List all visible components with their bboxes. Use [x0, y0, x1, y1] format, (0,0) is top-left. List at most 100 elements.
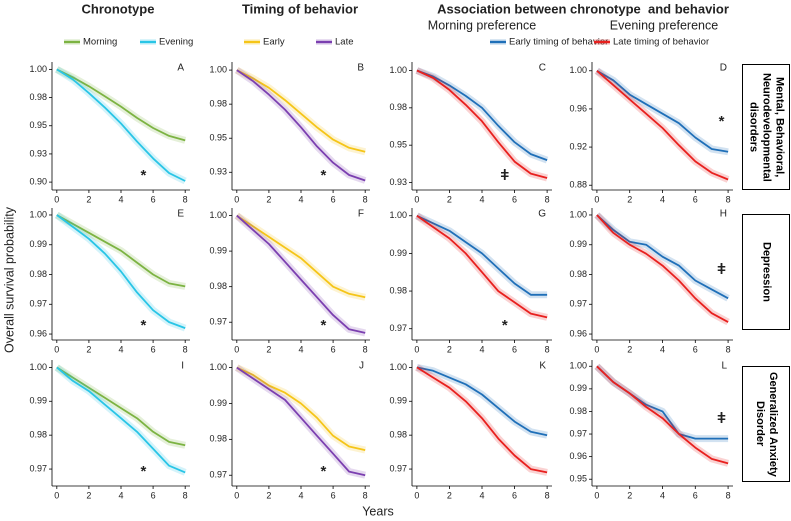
- y-tick-label: 0.98: [209, 434, 227, 444]
- survival-line: [416, 215, 548, 319]
- y-tick-label: 0.88: [569, 180, 587, 190]
- x-tick-label: 2: [627, 344, 632, 354]
- line-halo: [234, 364, 366, 479]
- survival-line: [236, 69, 366, 182]
- subtitle: Morning preference: [428, 18, 536, 32]
- x-tick-label: 0: [234, 490, 239, 500]
- y-tick-label: 0.99: [29, 239, 47, 249]
- x-tick-label: 0: [234, 194, 239, 204]
- survival-line: [236, 214, 366, 334]
- survival-line: [596, 70, 729, 153]
- y-tick-label: 0.97: [389, 323, 407, 333]
- significance-mark: *: [719, 113, 725, 130]
- y-tick-label: 0.98: [569, 269, 587, 279]
- x-tick-label: 6: [693, 344, 698, 354]
- x-tick-label: 8: [183, 490, 188, 500]
- panel-letter: I: [181, 361, 184, 372]
- x-tick-label: 2: [266, 194, 271, 204]
- x-tick-label: 6: [512, 490, 517, 500]
- panel-letter: E: [177, 209, 184, 220]
- column-title: Timing of behavior: [242, 1, 358, 16]
- x-tick-label: 4: [660, 194, 665, 204]
- x-tick-label: 8: [545, 344, 550, 354]
- significance-mark: ǂ: [500, 167, 509, 184]
- x-tick-label: 8: [183, 194, 188, 204]
- y-tick-label: 0.98: [29, 430, 47, 440]
- x-tick-label: 0: [414, 344, 419, 354]
- line-halo: [234, 67, 367, 184]
- x-tick-label: 2: [86, 344, 91, 354]
- x-axis-label: Years: [362, 504, 394, 518]
- significance-mark: *: [321, 167, 327, 184]
- significance-mark: ǂ: [717, 261, 726, 278]
- panel-letter: J: [359, 361, 364, 372]
- significance-mark: *: [321, 317, 327, 334]
- x-tick-label: 6: [331, 490, 336, 500]
- y-tick-label: 0.95: [389, 140, 407, 150]
- y-tick-label: 0.95: [209, 133, 227, 143]
- survival-line: [56, 68, 186, 182]
- y-tick-label: 0.99: [29, 396, 47, 406]
- significance-mark: *: [141, 317, 147, 334]
- legend-label: Early timing of behavior: [509, 37, 608, 48]
- y-tick-label: 1.00: [29, 362, 47, 372]
- y-tick-label: 0.97: [29, 299, 47, 309]
- panel-letter: H: [720, 209, 727, 220]
- survival-line: [56, 68, 186, 142]
- survival-line: [416, 214, 548, 296]
- survival-line: [236, 366, 366, 477]
- survival-line: [596, 365, 729, 440]
- x-tick-label: 0: [594, 194, 599, 204]
- survival-line: [56, 214, 186, 329]
- y-tick-label: 0.97: [209, 470, 227, 480]
- y-tick-label: 0.95: [29, 120, 47, 130]
- row-label-box: Generalized Anxiety Disorder: [742, 366, 790, 482]
- survival-line: [56, 366, 186, 474]
- x-tick-label: 8: [726, 344, 731, 354]
- x-tick-label: 6: [151, 344, 156, 354]
- x-tick-label: 8: [363, 490, 368, 500]
- panel-letter: F: [358, 209, 364, 220]
- survival-line: [56, 366, 186, 447]
- y-tick-label: 1.00: [29, 64, 47, 74]
- x-tick-label: 6: [693, 490, 698, 500]
- survival-line: [236, 69, 366, 153]
- panel-letter: D: [720, 63, 727, 74]
- x-tick-label: 4: [118, 194, 123, 204]
- significance-mark: *: [141, 167, 147, 184]
- x-tick-label: 2: [447, 344, 452, 354]
- x-tick-label: 8: [363, 344, 368, 354]
- panel-letter: B: [357, 63, 364, 74]
- x-tick-label: 4: [479, 344, 484, 354]
- x-tick-label: 0: [54, 194, 59, 204]
- survival-line: [416, 366, 548, 474]
- x-tick-label: 6: [512, 194, 517, 204]
- y-tick-label: 1.00: [209, 64, 227, 74]
- line-halo: [415, 67, 549, 182]
- x-tick-label: 8: [545, 490, 550, 500]
- significance-mark: *: [141, 463, 147, 480]
- y-tick-label: 0.98: [29, 92, 47, 102]
- legend-label: Early: [263, 37, 285, 48]
- legend-label: Late: [335, 37, 354, 48]
- x-tick-label: 8: [545, 194, 550, 204]
- x-tick-label: 2: [86, 194, 91, 204]
- x-tick-label: 0: [414, 490, 419, 500]
- survival-line: [416, 69, 548, 161]
- y-tick-label: 1.00: [569, 361, 587, 371]
- row-label-box: Depression: [742, 214, 790, 330]
- y-tick-label: 0.98: [569, 406, 587, 416]
- x-tick-label: 4: [660, 344, 665, 354]
- y-tick-label: 0.99: [209, 245, 227, 255]
- x-tick-label: 6: [512, 344, 517, 354]
- y-tick-label: 0.93: [389, 177, 407, 187]
- y-tick-label: 0.98: [209, 99, 227, 109]
- significance-mark: ǂ: [717, 410, 726, 427]
- y-tick-label: 0.97: [569, 299, 587, 309]
- line-halo: [415, 364, 548, 476]
- significance-mark: *: [502, 317, 508, 334]
- y-tick-label: 0.93: [209, 167, 227, 177]
- survival-line: [416, 366, 548, 437]
